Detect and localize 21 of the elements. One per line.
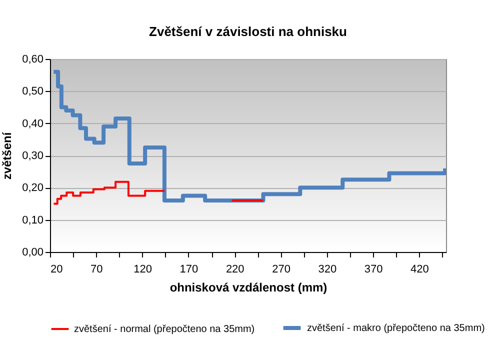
chart-title: Zvětšení v závislosti na ohnisku [149, 24, 348, 39]
x-tick-label: 170 [180, 264, 198, 276]
y-tick-label: 0,20 [22, 182, 44, 194]
y-tick-label: 0,50 [22, 86, 44, 98]
y-tick-label: 0,00 [22, 246, 44, 258]
x-tick-label: 370 [364, 264, 383, 276]
x-tick-label: 20 [50, 264, 63, 276]
x-tick-label: 420 [410, 264, 429, 276]
x-tick-label: 70 [90, 264, 103, 276]
y-tick-label: 0,30 [22, 150, 44, 162]
x-axis-title: ohnisková vzdálenost (mm) [170, 280, 328, 294]
y-tick-label: 0,60 [22, 54, 44, 66]
x-tick-label: 320 [318, 264, 337, 276]
x-tick-label: 270 [272, 264, 290, 276]
legend-label: zvětšení - makro (přepočteno na 35mm) [307, 323, 485, 334]
legend-label: zvětšení - normal (přepočteno na 35mm) [74, 324, 255, 335]
x-tick-label: 220 [226, 264, 244, 276]
y-tick-label: 0,40 [22, 118, 44, 130]
y-axis-title: zvětšení [0, 132, 14, 180]
x-tick-label: 120 [134, 264, 152, 276]
y-tick-label: 0,10 [22, 214, 44, 226]
